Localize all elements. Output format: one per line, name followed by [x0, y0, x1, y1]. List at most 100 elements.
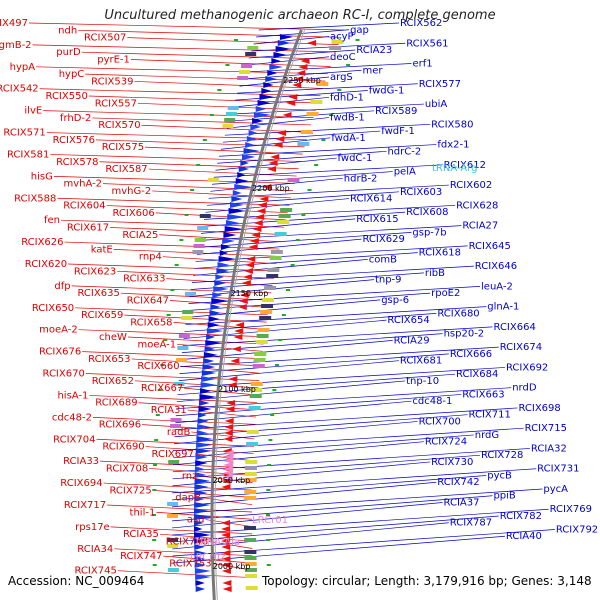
left-gene-label: RCIX753: [169, 558, 211, 569]
left-gene-label: RCIX647: [127, 296, 169, 307]
function-box: [244, 478, 257, 482]
left-leader-line: [155, 212, 286, 221]
left-gene-label: RCIX747: [120, 551, 162, 562]
right-gene-label: RCIA29: [394, 335, 430, 346]
left-leader-line: [198, 475, 253, 484]
tick-mark: [153, 464, 158, 466]
tick-mark: [170, 289, 175, 291]
left-leader-line: [95, 139, 305, 148]
left-leader-line: [28, 22, 345, 31]
right-gene-label: fwdB-1: [330, 113, 365, 124]
right-leader-line: [235, 90, 368, 101]
forward-gene-mark: [204, 346, 215, 352]
right-gene-label: RCIX684: [456, 369, 498, 380]
function-box: [245, 466, 258, 470]
forward-gene-mark: [195, 580, 205, 586]
scale-tick-label: 2200 kbp: [252, 184, 290, 193]
function-box: [287, 178, 300, 182]
function-box: [167, 538, 179, 542]
tick-mark: [202, 139, 207, 141]
right-leader-line: [198, 232, 412, 248]
right-gene-label: RCIA27: [462, 221, 498, 232]
left-gene-label: moeA-2: [39, 325, 78, 336]
right-gene-label: nrdG: [475, 430, 499, 441]
right-gene-label: RCIX782: [500, 511, 542, 522]
left-gene-label: hypC: [59, 69, 85, 80]
reverse-gene-mark: [233, 334, 243, 340]
right-gene-label: RCIA32: [531, 443, 567, 454]
right-gene-label: RCIX645: [469, 241, 511, 252]
forward-gene-mark: [205, 340, 222, 346]
reverse-gene-mark: [245, 262, 255, 268]
function-box: [306, 112, 319, 116]
rrna-label: LRCr02: [190, 552, 226, 563]
reverse-gene-mark: [246, 256, 256, 262]
reverse-gene-mark: [222, 580, 232, 586]
left-gene-label: RCIA34: [77, 544, 113, 555]
right-leader-line: [176, 380, 406, 403]
reverse-gene-mark: [248, 244, 258, 250]
right-gene-label: RCIX674: [500, 342, 542, 353]
right-leader-line: [174, 421, 418, 445]
tick-mark: [166, 314, 171, 316]
forward-gene-mark: [197, 418, 209, 424]
forward-gene-mark: [279, 34, 293, 40]
rrna-mark: [223, 462, 234, 468]
left-leader-line: [68, 263, 276, 272]
left-gene-label: RCIX689: [95, 398, 137, 409]
left-gene-label: RCIX626: [21, 237, 63, 248]
right-leader-line: [171, 488, 543, 515]
left-gene-label: RCIX670: [43, 369, 85, 380]
tick-mark: [233, 39, 238, 41]
forward-gene-mark: [210, 304, 221, 310]
reverse-gene-mark: [226, 400, 236, 406]
reverse-gene-mark: [238, 298, 248, 304]
reverse-gene-mark: [286, 100, 296, 106]
function-box: [241, 64, 253, 68]
left-gene-label: RCIX578: [56, 157, 98, 168]
tick-mark: [266, 539, 271, 541]
reverse-gene-mark: [282, 112, 292, 118]
tick-mark: [355, 39, 360, 41]
right-leader-line: [176, 387, 512, 410]
function-box: [244, 556, 257, 560]
function-box: [167, 544, 179, 548]
forward-gene-mark: [194, 508, 209, 514]
tick-mark: [152, 564, 157, 566]
forward-gene-mark: [275, 46, 292, 52]
right-gene-label: rpoE2: [431, 288, 460, 299]
forward-gene-mark: [261, 88, 272, 94]
forward-gene-mark: [194, 490, 208, 496]
function-box: [253, 358, 266, 362]
function-box: [244, 496, 257, 500]
function-box: [252, 364, 265, 368]
reverse-gene-mark: [221, 544, 231, 550]
right-leader-line: [190, 272, 424, 290]
backbone-line: [214, 29, 306, 600]
left-gene-label: mvhG-2: [112, 186, 152, 197]
function-box: [177, 346, 189, 350]
scale-tick-label: 2050 kbp: [213, 476, 251, 485]
right-gene-label: hdrC-2: [387, 146, 421, 157]
tick-mark: [266, 514, 271, 516]
left-gene-label: RCIX604: [63, 201, 105, 212]
tick-mark: [160, 364, 165, 366]
function-box: [278, 214, 291, 218]
function-box: [199, 214, 211, 218]
right-gene-label: mer: [363, 65, 384, 76]
right-leader-line: [173, 434, 474, 459]
function-box: [170, 424, 182, 428]
reverse-gene-mark: [298, 64, 308, 70]
forward-gene-mark: [194, 502, 211, 508]
left-gene-label: RCIX570: [98, 120, 140, 131]
left-leader-line: [43, 110, 314, 118]
forward-gene-mark: [255, 106, 267, 112]
forward-gene-mark: [222, 238, 235, 244]
right-gene-label: RCIX577: [419, 79, 461, 90]
function-box: [224, 118, 236, 122]
trna-label: tRNA-Arg: [432, 163, 477, 174]
forward-gene-mark: [198, 412, 207, 418]
left-leader-line: [138, 402, 257, 411]
right-gene-label: argS: [330, 72, 353, 83]
right-gene-label: RCIX769: [550, 504, 592, 515]
